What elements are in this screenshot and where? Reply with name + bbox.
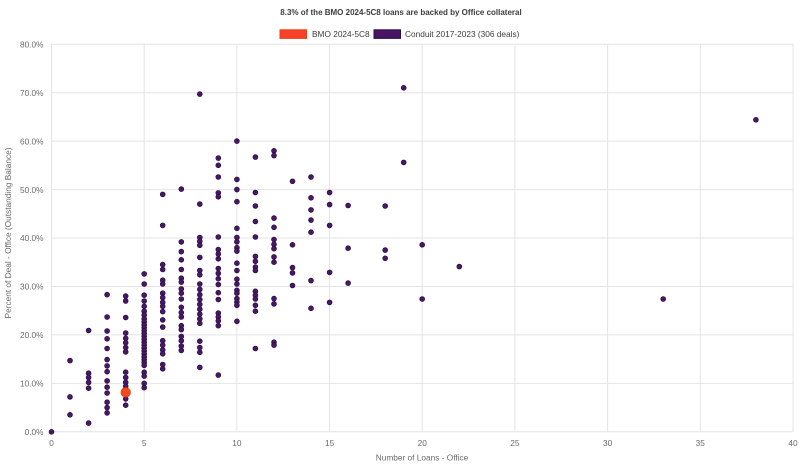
svg-text:0: 0 (49, 438, 54, 448)
svg-text:Number of Loans - Office: Number of Loans - Office (376, 453, 469, 463)
svg-text:40: 40 (788, 438, 798, 448)
svg-text:5: 5 (142, 438, 147, 448)
svg-text:50.0%: 50.0% (20, 185, 44, 195)
svg-text:BMO 2024-5C8: BMO 2024-5C8 (312, 29, 370, 39)
svg-text:40.0%: 40.0% (20, 233, 44, 243)
svg-text:10.0%: 10.0% (20, 379, 44, 389)
svg-text:80.0%: 80.0% (20, 39, 44, 49)
svg-text:25: 25 (510, 438, 520, 448)
svg-text:8.3% of the BMO 2024-5C8 loans: 8.3% of the BMO 2024-5C8 loans are backe… (280, 8, 521, 17)
svg-text:35: 35 (696, 438, 706, 448)
svg-text:70.0%: 70.0% (20, 88, 44, 98)
svg-text:30: 30 (603, 438, 613, 448)
svg-text:0.0%: 0.0% (25, 427, 45, 437)
svg-text:10: 10 (232, 438, 242, 448)
svg-text:Conduit 2017-2023 (306 deals): Conduit 2017-2023 (306 deals) (405, 29, 520, 39)
svg-text:15: 15 (325, 438, 335, 448)
svg-text:20.0%: 20.0% (20, 330, 44, 340)
svg-text:20: 20 (418, 438, 428, 448)
svg-text:60.0%: 60.0% (20, 136, 44, 146)
svg-text:Percent of Deal - Office (Outs: Percent of Deal - Office (Outstanding Ba… (3, 147, 13, 318)
svg-text:30.0%: 30.0% (20, 282, 44, 292)
